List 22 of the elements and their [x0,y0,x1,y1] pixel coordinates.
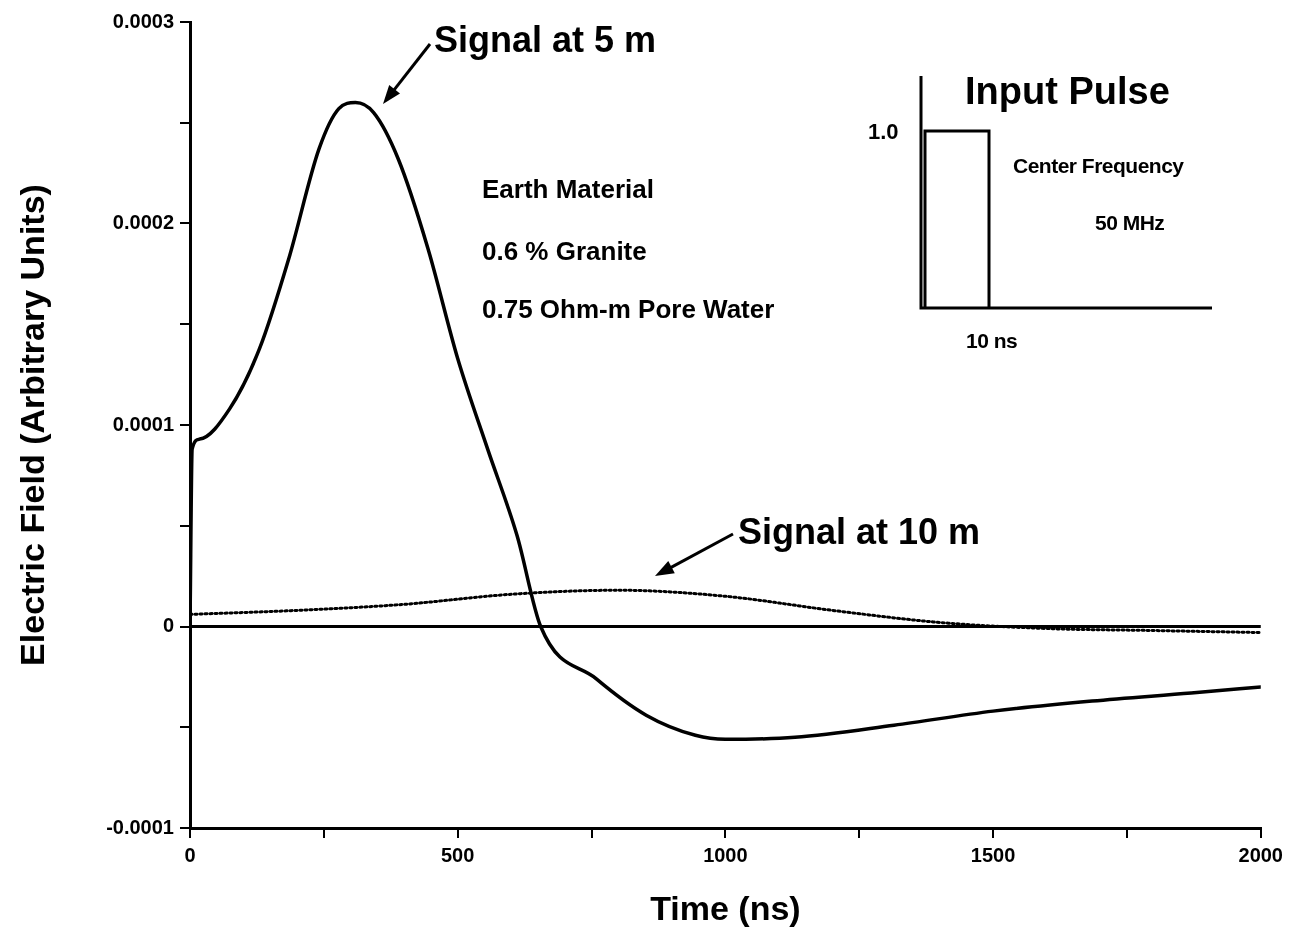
x-axis-title: Time (ns) [650,888,801,927]
annotation: Input Pulse [965,70,1170,112]
y-tick-label: 0.0001 [112,412,174,435]
y-tick-label: 0 [162,614,174,637]
x-tick-label: 2000 [1238,843,1283,866]
y-tick-label: 0.0002 [112,211,174,234]
annotation: 1.0 [868,119,899,144]
annotation: 50 MHz [1095,211,1165,234]
x-tick-label: 0 [184,843,196,866]
annotation: 0.75 Ohm-m Pore Water [482,294,775,324]
x-tick-label: 500 [441,843,475,866]
annotation: Signal at 10 m [738,511,981,552]
x-tick-label: 1500 [970,843,1016,866]
y-axis-title: Electric Field (Arbitrary Units) [12,184,51,666]
x-tick-label: 1000 [703,843,748,866]
annotation: Earth Material [482,174,654,204]
y-tick-label: -0.0001 [106,815,174,838]
annotation: Center Frequency [1013,154,1184,177]
annotation: Signal at 5 m [434,19,657,60]
y-tick-label: 0.0003 [112,9,174,32]
annotation: 10 ns [966,329,1018,352]
annotation: 0.6 % Granite [482,236,647,266]
